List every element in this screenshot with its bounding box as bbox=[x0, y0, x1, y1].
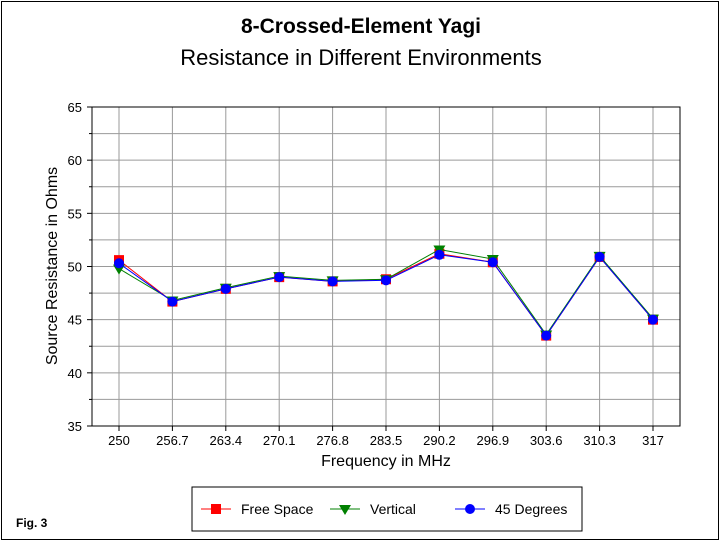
x-tick-label: 263.4 bbox=[210, 433, 243, 448]
x-tick-label: 290.2 bbox=[423, 433, 456, 448]
x-axis: 250 256.7 263.4 270.1 276.8 283.5 290.2 296.9 30… bbox=[108, 426, 664, 448]
y-tick-label: 35 bbox=[68, 419, 82, 434]
data-point-45-degrees bbox=[487, 257, 498, 268]
x-tick-label: 317 bbox=[642, 433, 664, 448]
x-tick-label: 256.7 bbox=[156, 433, 189, 448]
x-tick-label: 283.5 bbox=[370, 433, 403, 448]
legend-item-45-degrees: 45 Degrees bbox=[455, 501, 567, 517]
series-group bbox=[113, 245, 659, 341]
x-tick-label: 296.9 bbox=[477, 433, 510, 448]
x-tick-label: 276.8 bbox=[316, 433, 349, 448]
legend-items: Free Space Vertical 45 Degrees bbox=[201, 501, 567, 517]
legend-marker-vertical bbox=[339, 505, 351, 515]
legend-label-free-space: Free Space bbox=[241, 501, 314, 517]
legend-label-45-degrees: 45 Degrees bbox=[495, 501, 567, 517]
y-tick-label: 55 bbox=[68, 206, 82, 221]
series-45-degrees bbox=[114, 249, 658, 341]
data-point-45-degrees bbox=[541, 330, 552, 341]
x-tick-label: 250 bbox=[108, 433, 130, 448]
y-tick-label: 65 bbox=[68, 100, 82, 115]
data-point-45-degrees bbox=[594, 251, 605, 262]
x-tick-label: 270.1 bbox=[263, 433, 296, 448]
grid bbox=[92, 107, 680, 426]
data-point-45-degrees bbox=[274, 272, 285, 283]
data-point-45-degrees bbox=[327, 276, 338, 287]
x-axis-label: Frequency in MHz bbox=[321, 453, 451, 470]
data-point-45-degrees bbox=[381, 275, 391, 286]
data-point-45-degrees bbox=[434, 249, 445, 260]
x-tick-label: 310.3 bbox=[583, 433, 616, 448]
data-point-45-degrees bbox=[220, 283, 231, 294]
legend-item-vertical: Vertical bbox=[330, 501, 416, 517]
legend-marker-free-space bbox=[211, 504, 221, 514]
chart-subtitle: Resistance in Different Environments bbox=[180, 45, 542, 70]
y-tick-label: 60 bbox=[68, 153, 82, 168]
y-tick-label: 50 bbox=[68, 260, 82, 275]
y-tick-label: 40 bbox=[68, 366, 82, 381]
legend bbox=[191, 486, 583, 532]
y-tick-label: 45 bbox=[68, 313, 82, 328]
legend-marker-45-degrees bbox=[465, 504, 475, 514]
data-point-45-degrees bbox=[114, 258, 124, 269]
y-axis: 35 40 45 50 55 60 65 bbox=[68, 100, 92, 434]
x-tick-label: 303.6 bbox=[530, 433, 563, 448]
data-point-45-degrees bbox=[167, 296, 178, 307]
figure-label: Fig. 3 bbox=[16, 516, 48, 530]
chart-title: 8-Crossed-Element Yagi bbox=[241, 15, 481, 38]
y-axis-label: Source Resistance in Ohms bbox=[44, 167, 61, 365]
legend-item-free-space: Free Space bbox=[201, 501, 314, 517]
data-point-45-degrees bbox=[648, 314, 658, 325]
legend-label-vertical: Vertical bbox=[370, 501, 416, 517]
